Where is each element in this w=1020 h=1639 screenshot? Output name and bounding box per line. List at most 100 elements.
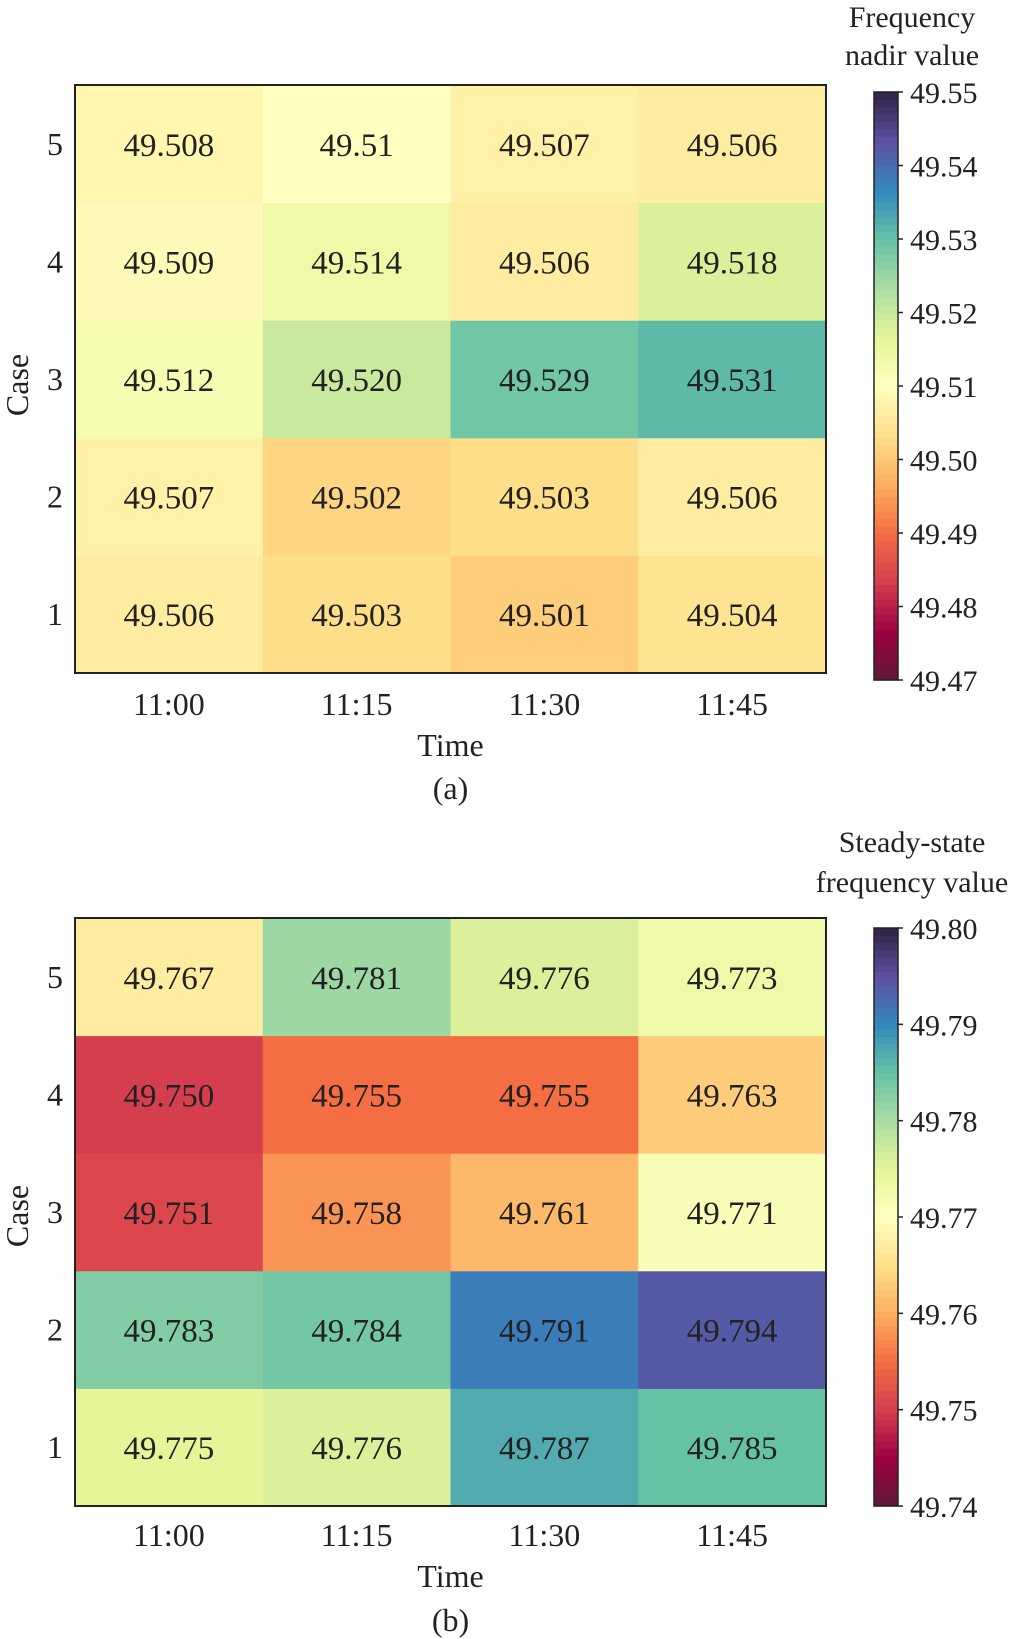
colorbar-segment [874,628,898,637]
cell-value-label: 49.784 [311,1314,402,1350]
colorbar-title: Frequency [849,1,976,34]
colorbar-segment [874,949,898,958]
colorbar-segment [874,635,898,644]
cell-value-label: 49.783 [124,1314,215,1350]
colorbar-segment [874,1361,898,1370]
y-tick-label: 3 [47,1194,63,1230]
cell-value-label: 49.506 [687,481,778,517]
colorbar-segment [874,283,898,292]
colorbar-segment [874,1491,898,1500]
cell-value-label: 49.503 [499,481,590,517]
y-tick-label: 5 [47,126,63,162]
colorbar-segment [874,1433,898,1442]
heatmap-cell [450,437,639,556]
cell-value-label: 49.773 [687,961,778,997]
colorbar-segment [874,1151,898,1160]
colorbar-segment [874,1166,898,1175]
colorbar-segment [874,1202,898,1211]
colorbar-segment [874,1137,898,1146]
colorbar-segment [874,1325,898,1334]
colorbar-title: nadir value [845,39,979,72]
colorbar-segment [874,1375,898,1384]
colorbar-segment [874,657,898,666]
colorbar-segment [874,1007,898,1016]
cell-value-label: 49.512 [124,363,215,399]
colorbar-segment [874,1209,898,1218]
colorbar-segment [874,1267,898,1276]
cell-value-label: 49.520 [311,363,402,399]
cell-value-label: 49.518 [687,245,778,281]
colorbar-segment [874,165,898,174]
cell-value-label: 49.775 [124,1431,215,1467]
colorbar-segment [874,1347,898,1355]
colorbar-tick-label: 49.49 [910,518,978,551]
colorbar-segment [874,422,898,431]
colorbar-segment [874,562,898,571]
colorbar-segment [874,978,898,987]
colorbar-segment [874,584,898,593]
colorbar-segment [874,158,898,167]
colorbar-segment [874,312,898,321]
colorbar-segment [874,1043,898,1052]
colorbar-tick-label: 49.79 [910,1009,978,1042]
colorbar-segment [874,591,898,600]
cell-value-label: 49.529 [499,363,590,399]
cell-value-label: 49.776 [311,1431,402,1467]
heatmap-cell [450,918,639,1037]
colorbar-segment [874,231,898,240]
colorbar-segment [874,400,898,409]
heatmap-cell [75,918,264,1037]
colorbar-segment [874,1173,898,1182]
colorbar-segment [874,1036,898,1045]
colorbar-segment [874,1498,898,1507]
heatmap-cell [450,555,639,674]
colorbar-segment [874,106,898,115]
colorbar-segment [874,224,898,233]
plot-frame [74,917,827,1507]
colorbar-segment [874,1462,898,1471]
cell-value-label: 49.504 [687,598,778,634]
cell-value-label: 49.751 [124,1196,215,1232]
colorbar-segment [874,1108,898,1117]
heatmap-cell [638,1153,827,1272]
colorbar-segment [874,525,898,534]
colorbar-segment [874,613,898,622]
heatmap-cell [262,437,451,556]
colorbar-segment [874,1123,898,1131]
colorbar-segment [874,985,898,994]
y-axis-label: Case [0,354,35,416]
x-tick-label: 11:00 [133,1517,205,1553]
colorbar-segment [874,99,898,108]
colorbar-segment [874,452,898,461]
colorbar-segment [874,540,898,549]
cell-value-label: 49.791 [499,1314,590,1350]
colorbar-segment [874,172,898,181]
heatmap-cell [75,1035,264,1154]
cell-value-label: 49.763 [687,1078,778,1114]
cell-value-label: 49.506 [124,598,215,634]
cell-value-label: 49.750 [124,1078,215,1114]
x-tick-label: 11:45 [696,686,768,722]
colorbar-segment [874,1238,898,1247]
heatmap-cell [638,918,827,1037]
colorbar-segment [874,510,898,519]
colorbar-segment [874,1072,898,1081]
colorbar-segment [874,114,898,122]
x-tick-label: 11:15 [321,686,393,722]
colorbar-segment [874,1484,898,1493]
colorbar-segment [874,187,898,196]
x-tick-label: 11:30 [509,1517,581,1553]
heatmap-cell [75,320,264,439]
colorbar-segment [874,481,898,490]
heatmap-cell [450,202,639,321]
colorbar-segment [874,415,898,424]
colorbar-tick-label: 49.51 [910,371,978,404]
colorbar-title: Steady-state [839,826,986,859]
cell-value-label: 49.787 [499,1431,590,1467]
colorbar-segment [874,503,898,512]
colorbar-segment [874,650,898,659]
colorbar-segment [874,1000,898,1009]
cell-value-label: 49.502 [311,481,402,517]
heatmap-cell [262,1035,451,1154]
colorbar-segment [874,928,898,936]
